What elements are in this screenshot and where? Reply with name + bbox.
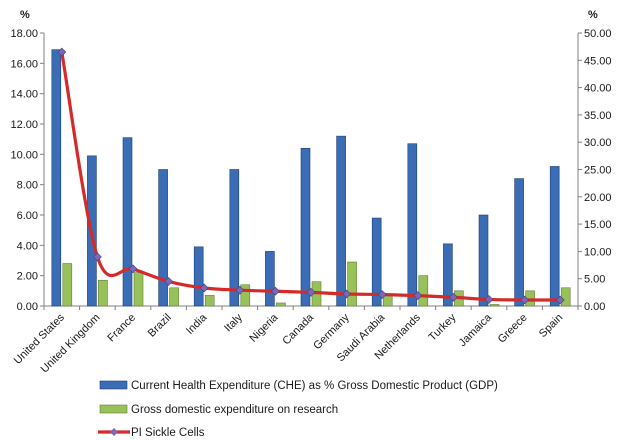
bar-research — [62, 263, 73, 307]
category-label: France — [105, 312, 138, 345]
sickle-cells-point — [306, 287, 316, 297]
category-label: Greece — [496, 312, 530, 346]
category-label: Canada — [280, 311, 316, 347]
right-tick-label: 15.00 — [584, 219, 612, 231]
right-tick-label: 50.00 — [584, 28, 612, 40]
left-tick-label: 18.00 — [10, 28, 38, 40]
category-label: Turkey — [427, 311, 459, 343]
left-tick-label: 8.00 — [17, 180, 38, 192]
bar-research — [133, 272, 144, 307]
bar-research — [204, 295, 215, 307]
right-tick-label: 35.00 — [584, 110, 612, 122]
sickle-cells-point — [270, 286, 280, 296]
sickle-cells-point — [342, 289, 352, 299]
left-tick-label: 4.00 — [17, 240, 38, 252]
bar-che-gdp — [443, 243, 453, 307]
category-label: Brazil — [146, 312, 174, 340]
left-tick-label: 0.00 — [17, 301, 38, 313]
bar-che-gdp — [122, 137, 133, 307]
sickle-cells-point — [92, 252, 102, 262]
left-tick-label: 10.00 — [10, 149, 38, 161]
right-tick-label: 45.00 — [584, 55, 612, 67]
legend-swatch-research — [99, 404, 128, 414]
left-axis-unit: % — [20, 9, 30, 21]
bar-research — [169, 287, 179, 307]
sickle-cells-point — [448, 292, 458, 302]
right-tick-label: 5.00 — [584, 274, 605, 286]
bar-che-gdp — [478, 214, 489, 307]
right-tick-label: 30.00 — [584, 137, 612, 149]
bar-che-gdp — [229, 169, 240, 307]
left-tick-label: 6.00 — [17, 210, 38, 222]
bar-research — [560, 287, 571, 307]
bar-che-gdp — [549, 166, 560, 307]
bar-research — [347, 261, 357, 307]
right-tick-label: 40.00 — [584, 83, 612, 95]
sickle-cells-point — [413, 291, 423, 301]
right-tick-label: 20.00 — [584, 192, 612, 204]
legend-label-research: Gross domestic expenditure on research — [131, 404, 338, 416]
right-tick-label: 0.00 — [584, 301, 605, 313]
category-label: Nigeria — [247, 311, 281, 345]
right-tick-label: 10.00 — [584, 246, 612, 258]
sickle-cells-point — [235, 285, 245, 295]
sickle-cells-point — [199, 283, 209, 293]
bar-che-gdp — [193, 246, 204, 307]
bar-che-gdp — [265, 251, 275, 307]
legend-swatch-che-gdp — [99, 380, 128, 390]
left-tick-label: 16.00 — [10, 58, 38, 70]
right-axis-unit: % — [588, 9, 598, 21]
sickle-cells-point — [128, 264, 138, 274]
sickle-cells-point — [57, 47, 67, 57]
bar-che-gdp — [371, 217, 382, 307]
category-label: Jamaica — [457, 311, 495, 349]
legend-label-che-gdp: Current Health Expenditure (CHE) as % Gr… — [131, 380, 498, 392]
bar-research — [276, 302, 286, 307]
legend-label-sickle-cells: PI Sickle Cells — [131, 427, 205, 439]
bar-research — [489, 304, 500, 307]
sickle-cells-point — [520, 295, 530, 305]
legend: Current Health Expenditure (CHE) as % Gr… — [98, 380, 498, 439]
left-tick-label: 12.00 — [10, 119, 38, 131]
legend-swatch-sickle-cells-marker — [110, 428, 118, 436]
bar-che-gdp — [407, 143, 418, 307]
line-series — [57, 47, 565, 305]
bar-che-gdp — [51, 49, 62, 307]
category-label: India — [184, 311, 210, 337]
category-label: Spain — [537, 312, 565, 340]
category-label: Italy — [222, 311, 245, 334]
bar-che-gdp — [158, 169, 168, 307]
right-tick-label: 25.00 — [584, 165, 612, 177]
bar-research — [418, 275, 429, 307]
bar-che-gdp — [514, 178, 524, 307]
sickle-cells-point — [164, 277, 174, 286]
bars — [51, 49, 571, 307]
sickle-cells-point — [377, 290, 387, 299]
bar-che-gdp — [336, 135, 346, 307]
sickle-cells-point — [484, 295, 494, 304]
sickle-cells-point — [555, 295, 565, 305]
bar-che-gdp — [300, 147, 311, 307]
left-tick-label: 14.00 — [10, 89, 38, 101]
bar-research — [240, 284, 251, 307]
sickle-cells-line — [60, 51, 561, 302]
left-tick-label: 2.00 — [17, 271, 38, 283]
bar-research — [98, 279, 108, 307]
